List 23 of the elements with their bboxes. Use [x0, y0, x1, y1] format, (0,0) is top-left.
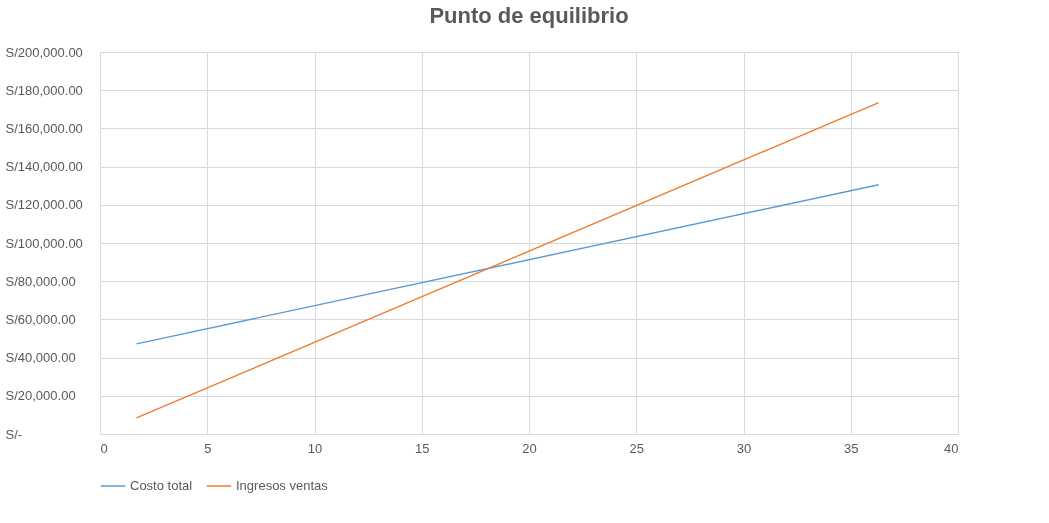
y-tick-label: S/160,000.00 [5, 120, 83, 136]
x-tick-label: 20 [522, 440, 537, 456]
y-tick-label: S/180,000.00 [5, 82, 83, 98]
x-tick-label: 5 [204, 440, 212, 456]
legend-label: Costo total [130, 478, 193, 493]
y-tick-label: S/80,000.00 [5, 273, 76, 289]
x-tick-label: 0 [100, 440, 108, 456]
y-tick-label: S/200,000.00 [5, 44, 83, 60]
x-tick-label: 35 [844, 440, 859, 456]
y-tick-label: S/120,000.00 [5, 197, 83, 213]
y-tick-label: S/100,000.00 [5, 235, 83, 251]
y-tick-label: S/140,000.00 [5, 159, 83, 175]
y-tick-label: S/20,000.00 [5, 388, 76, 404]
x-tick-label: 10 [307, 440, 323, 456]
chart-title: Punto de equilibrio [429, 3, 629, 28]
y-tick-label: S/60,000.00 [5, 311, 76, 327]
x-tick-label: 30 [736, 440, 752, 456]
legend-label: Ingresos ventas [236, 478, 329, 493]
x-tick-label: 15 [415, 440, 430, 456]
x-tick-label: 25 [629, 440, 644, 456]
y-tick-label: S/40,000.00 [5, 350, 76, 366]
y-tick-label: S/- [5, 426, 23, 442]
x-tick-label: 40 [944, 440, 959, 456]
